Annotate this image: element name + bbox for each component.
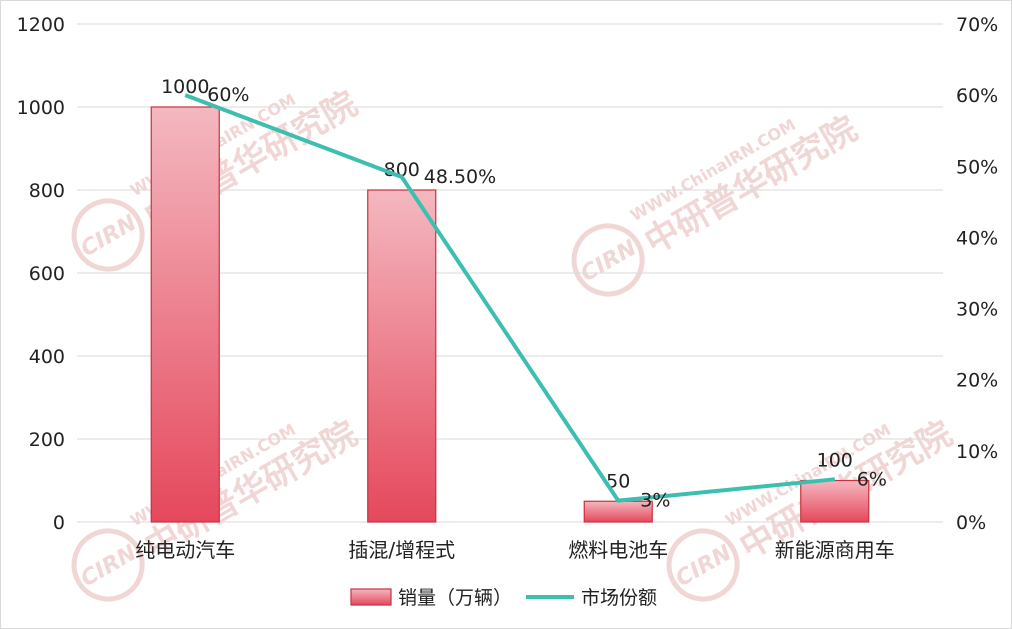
x-axis-labels: 纯电动汽车 插混/增程式 燃料电池车 新能源商用车 [135, 538, 895, 562]
watermark-logo: CIRN [672, 541, 736, 592]
y-left-tick-label: 800 [29, 180, 65, 202]
x-tick-label: 燃料电池车 [568, 538, 668, 562]
y-right-tick-label: 0% [956, 512, 986, 534]
bar-data-label: 1000 [161, 76, 209, 98]
watermark-logo: CIRN [577, 236, 641, 287]
y-right-tick-label: 70% [956, 14, 998, 36]
legend-bar-label: 销量（万辆） [398, 587, 512, 609]
y-left-tick-label: 1000 [17, 97, 65, 119]
watermark-logo: CIRN [77, 541, 141, 592]
y-right-tick-label: 60% [956, 85, 998, 107]
y-axis-right: 0% 10% 20% 30% 40% 50% 60% 70% [956, 14, 998, 534]
y-right-tick-label: 50% [956, 156, 998, 178]
legend-line-label: 市场份额 [581, 587, 657, 609]
legend-bar-swatch [350, 588, 392, 606]
bar-data-label: 100 [817, 450, 853, 472]
x-tick-label: 插混/增程式 [348, 538, 455, 562]
y-left-tick-label: 200 [29, 429, 65, 451]
line-data-label: 3% [640, 490, 670, 512]
legend: 销量（万辆） 市场份额 [350, 587, 657, 609]
line-data-label: 6% [857, 468, 887, 490]
y-right-tick-label: 10% [956, 441, 998, 463]
x-tick-label: 新能源商用车 [775, 538, 895, 562]
y-right-tick-label: 20% [956, 370, 998, 392]
line-data-label: 48.50% [424, 166, 496, 188]
y-left-tick-label: 600 [29, 263, 65, 285]
bar [800, 479, 870, 523]
y-axis-left: 0 200 400 600 800 1000 1200 [17, 14, 65, 534]
bar-data-label: 50 [606, 470, 630, 492]
y-left-tick-label: 400 [29, 346, 65, 368]
y-left-tick-label: 0 [53, 512, 65, 534]
line-series: 60% 48.50% 3% 6% [184, 84, 887, 512]
y-right-tick-label: 40% [956, 227, 998, 249]
y-left-tick-label: 1200 [17, 14, 65, 36]
line-data-label: 60% [207, 84, 249, 106]
watermark-logo: CIRN [77, 211, 141, 262]
bar [367, 189, 437, 523]
x-tick-label: 纯电动汽车 [135, 538, 235, 562]
bar [150, 106, 220, 523]
y-right-tick-label: 30% [956, 299, 998, 321]
series-line [184, 93, 835, 503]
